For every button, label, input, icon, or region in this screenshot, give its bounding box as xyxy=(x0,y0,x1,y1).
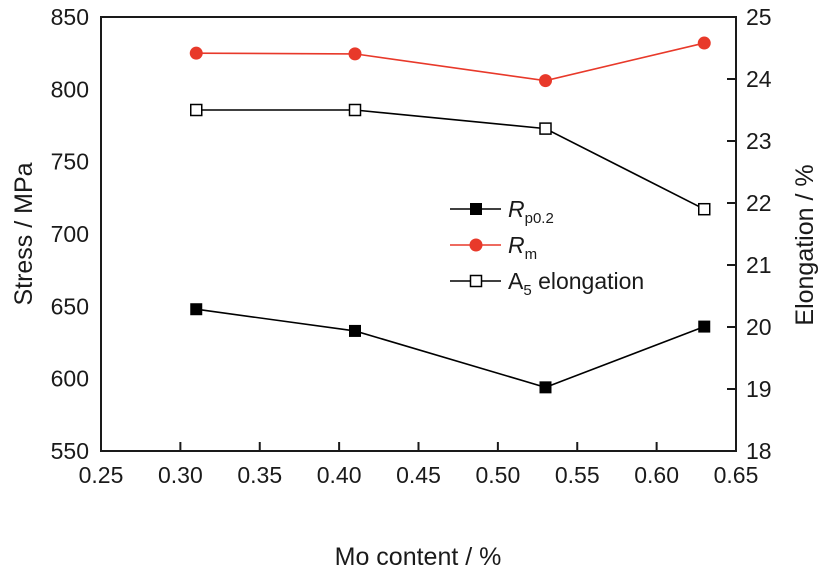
y2-tick-label: 20 xyxy=(746,314,772,340)
y2-tick-label: 24 xyxy=(746,66,772,92)
y-tick-label: 650 xyxy=(51,293,89,319)
y-tick-label: 750 xyxy=(51,149,89,175)
data-point xyxy=(348,47,362,61)
legend-item: Rm xyxy=(450,232,537,263)
data-point xyxy=(539,381,552,394)
y-axis-label: Stress / MPa xyxy=(10,162,38,305)
y2-tick-label: 18 xyxy=(746,438,772,464)
x-tick-label: 0.65 xyxy=(714,462,759,488)
y2-tick-label: 21 xyxy=(746,252,772,278)
y2-tick-label: 25 xyxy=(746,4,772,30)
legend-marker xyxy=(470,203,482,215)
data-point xyxy=(697,36,711,50)
x-tick-label: 0.45 xyxy=(396,462,441,488)
data-point xyxy=(698,202,711,216)
y-tick-label: 600 xyxy=(51,366,89,392)
legend-marker xyxy=(469,238,483,252)
legend: Rp0.2 Rm A5 elongation xyxy=(450,196,644,299)
series-line xyxy=(196,308,705,389)
plot-frame xyxy=(100,16,737,452)
legend-label: Rm xyxy=(508,232,537,263)
y-tick-label: 700 xyxy=(51,221,89,247)
data-point xyxy=(348,103,362,117)
y-tick-label: 550 xyxy=(51,438,89,464)
series-line xyxy=(196,109,705,210)
data-point xyxy=(539,74,552,88)
x-tick-label: 0.35 xyxy=(237,462,282,488)
legend-label: Rp0.2 xyxy=(508,196,554,227)
legend-label: A5 elongation xyxy=(508,268,644,299)
data-point xyxy=(189,46,203,60)
data-point xyxy=(190,303,203,316)
y2-tick-label: 19 xyxy=(746,376,772,402)
data-point xyxy=(698,320,711,333)
series-a5-elongation xyxy=(190,103,711,216)
x-axis-label: Mo content / % xyxy=(335,543,502,571)
legend-item: Rp0.2 xyxy=(450,196,554,227)
series-line xyxy=(196,42,705,82)
x-tick-label: 0.40 xyxy=(317,462,362,488)
x-tick-label: 0.50 xyxy=(475,462,520,488)
y-tick-label: 800 xyxy=(51,76,89,102)
legend-marker xyxy=(469,274,483,288)
series-rp0-2 xyxy=(190,303,711,394)
x-tick-label: 0.55 xyxy=(555,462,600,488)
data-point xyxy=(190,103,203,117)
data-point xyxy=(349,324,361,337)
legend-item: A5 elongation xyxy=(450,268,644,299)
x-tick-label: 0.25 xyxy=(79,462,124,488)
y2-tick-label: 22 xyxy=(746,190,772,216)
data-point xyxy=(539,122,552,135)
y2-axis-label: Elongation / % xyxy=(791,164,819,325)
x-tick-label: 0.30 xyxy=(158,462,203,488)
y2-tick-label: 23 xyxy=(746,128,772,154)
y-tick-label: 850 xyxy=(51,4,89,30)
x-tick-label: 0.60 xyxy=(634,462,679,488)
series-rm xyxy=(189,36,711,88)
